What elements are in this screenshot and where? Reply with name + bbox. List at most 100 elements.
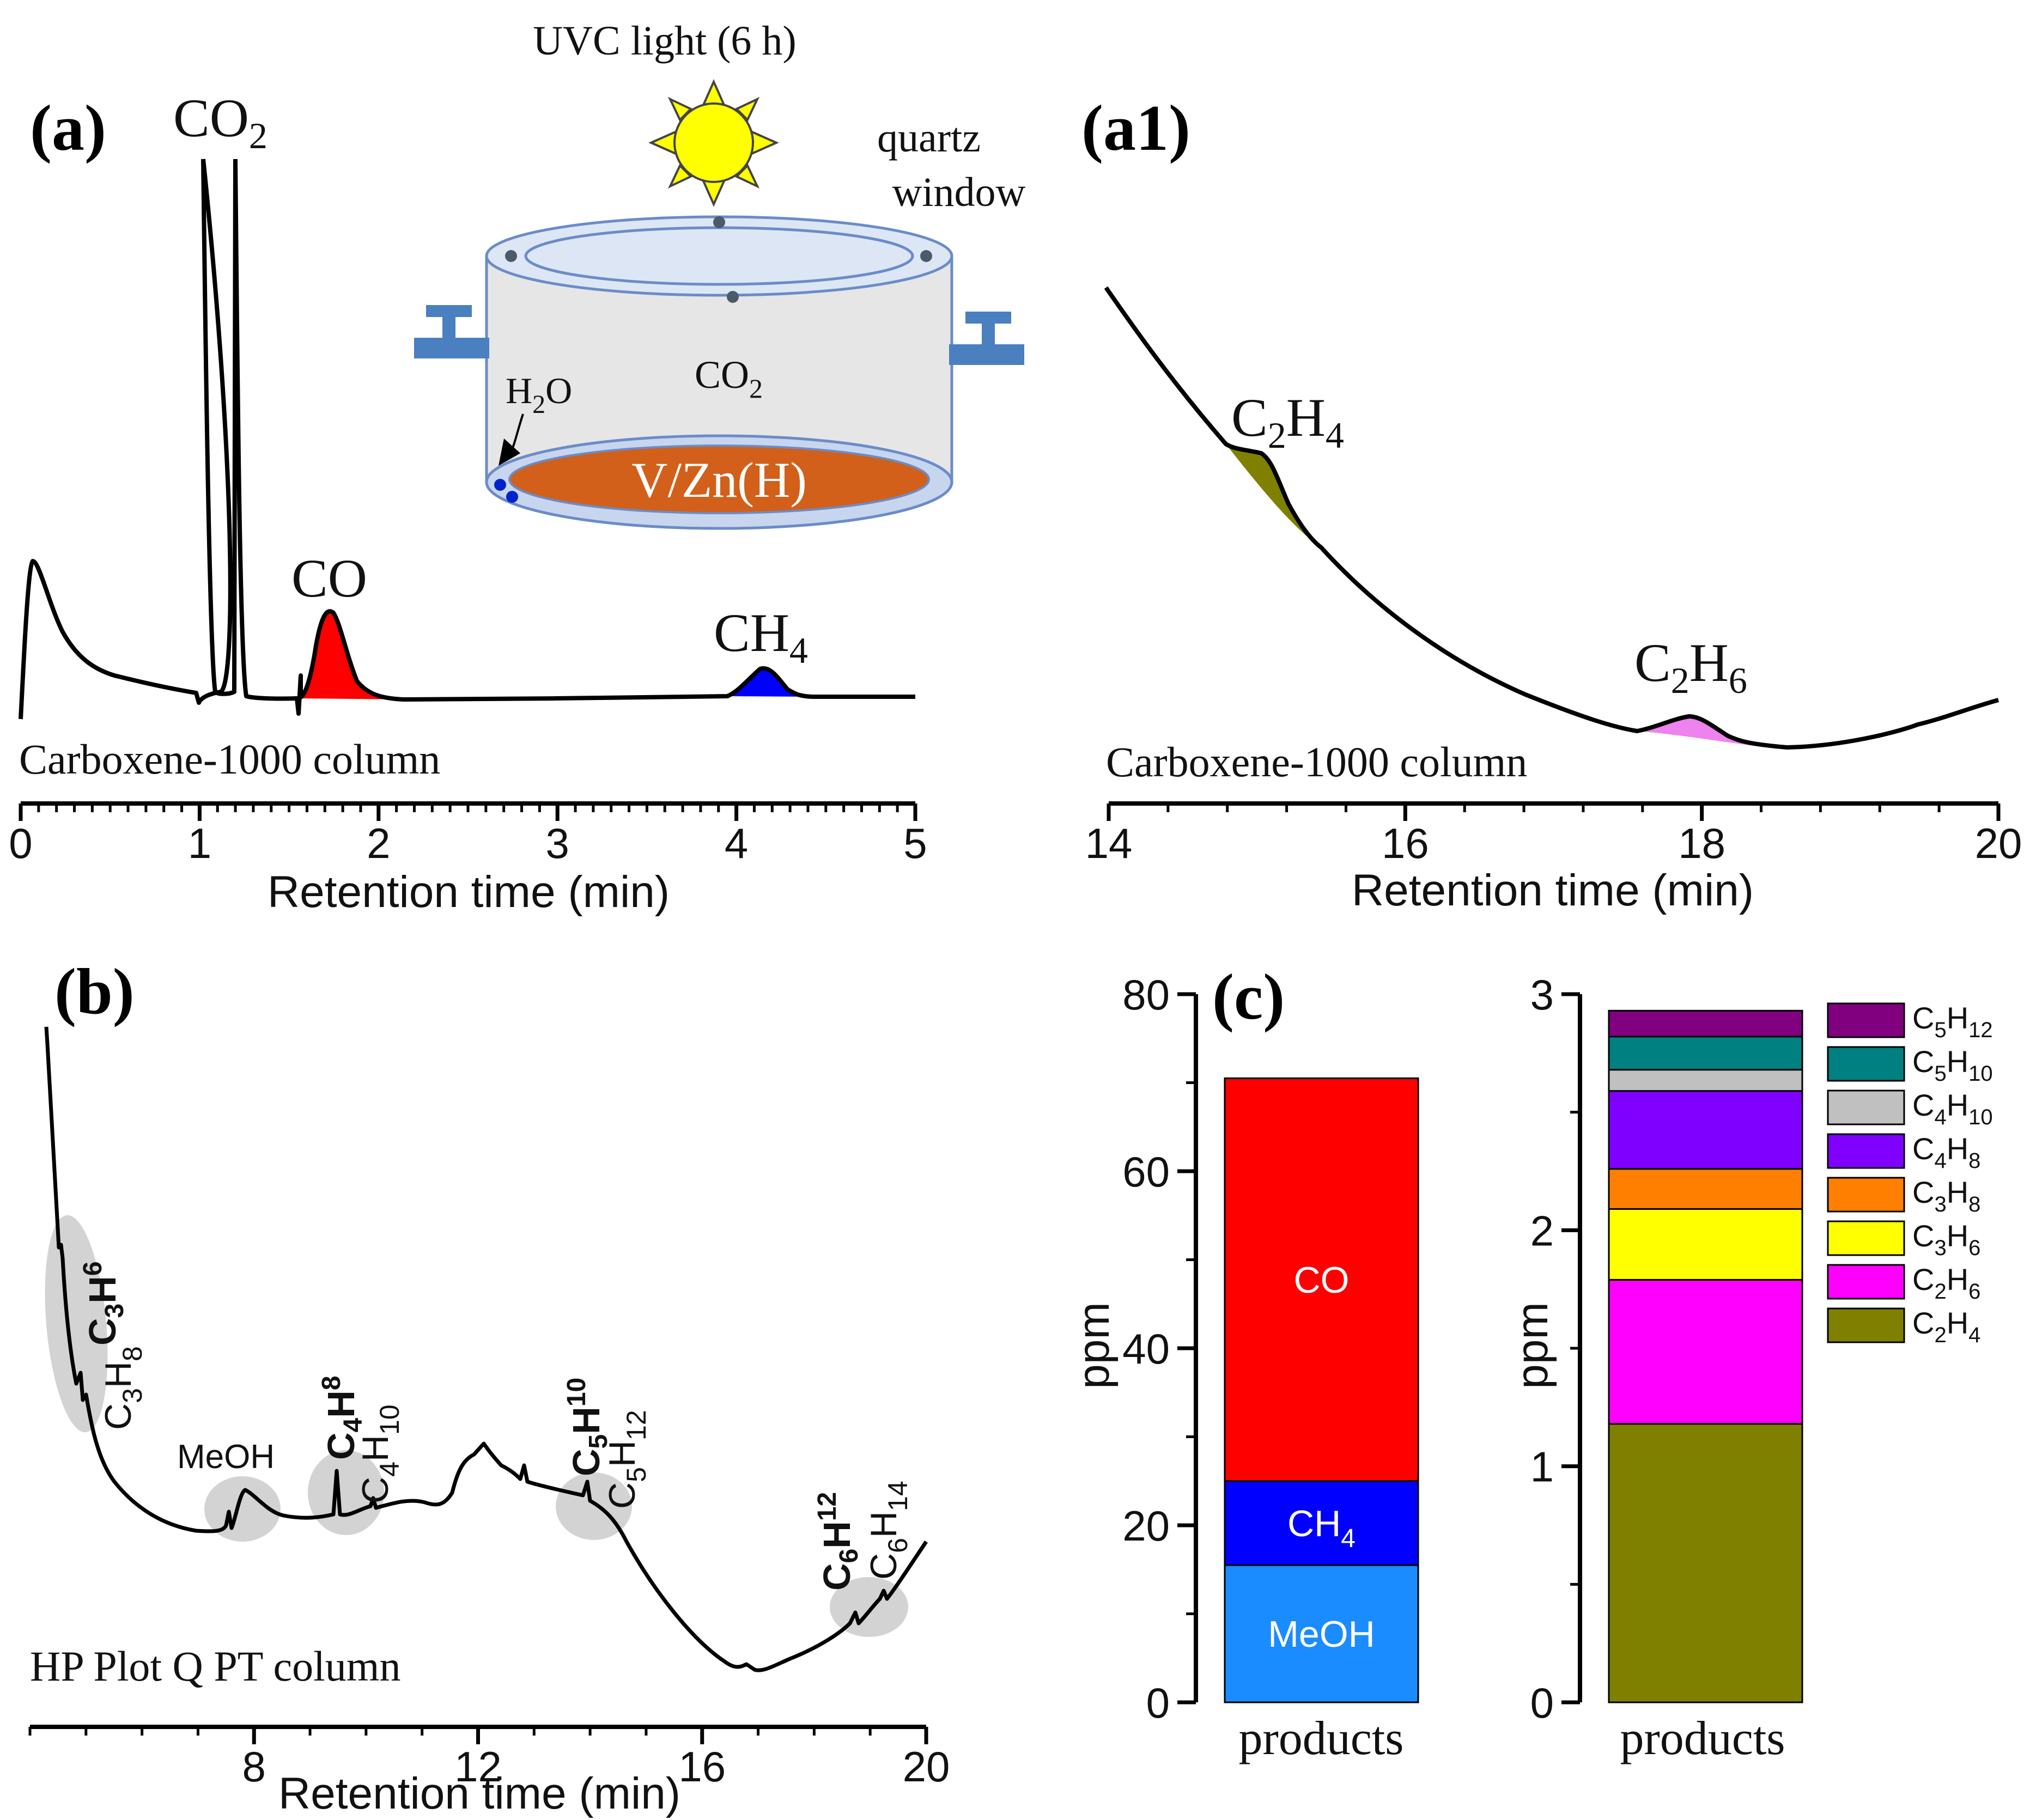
bolt xyxy=(920,250,932,262)
panel-a1-label: (a1) xyxy=(1081,92,1190,164)
peak-label-c5h10: C5H10 xyxy=(562,1378,613,1476)
bar-segment-c4h8 xyxy=(1608,1090,1803,1170)
catalyst-disc xyxy=(508,445,930,514)
y-tick-label: 40 xyxy=(1122,1325,1170,1373)
legend-swatch-c2h4 xyxy=(1827,1307,1905,1343)
highlight-c3 xyxy=(45,1215,108,1433)
panel-a: (a) CO2 CO CH4 Carboxene-1000 column 0 1 2… xyxy=(9,18,1025,917)
x-axis-title-b: Retention time (min) xyxy=(278,1769,680,1818)
bolt xyxy=(727,291,739,303)
panel-a1: (a1) C2H4 C2H6 Carboxene-1000 column 14 1… xyxy=(1081,92,2022,915)
y-tick-label: 60 xyxy=(1122,1148,1170,1196)
peak-label-c3h8: C3H8 xyxy=(98,1346,148,1430)
peak-label-c4h8: C4H8 xyxy=(317,1375,368,1460)
x-tick-label: 16 xyxy=(678,1743,726,1791)
peak-label-c5h12: C5H12 xyxy=(601,1410,652,1509)
chromatogram-a1 xyxy=(1104,286,1999,750)
panel-b-label: (b) xyxy=(54,955,135,1027)
peak-label-c2h6: C2H6 xyxy=(1634,632,1747,701)
legend-swatch-c4h8 xyxy=(1827,1133,1905,1169)
co-peak-fill xyxy=(297,611,403,699)
quartz-label: quartz xyxy=(877,115,981,161)
bar-segment-c5h12 xyxy=(1608,1009,1803,1038)
column-label-b: HP Plot Q PT column xyxy=(30,1642,400,1690)
h2o-label: H2O xyxy=(506,370,572,419)
x-axis-title-c-right: products xyxy=(1620,1712,1785,1765)
y-tick-label: 80 xyxy=(1122,971,1170,1019)
h2o-arrow-head xyxy=(499,439,520,466)
bar-label-co: CO xyxy=(1294,1259,1350,1301)
y-axis-title-c-left: ppm xyxy=(1069,1302,1119,1389)
chromatogram-b xyxy=(44,1026,928,1672)
bolt xyxy=(505,250,517,262)
water-droplet xyxy=(494,479,506,491)
x-axis-title-c-left: products xyxy=(1238,1712,1403,1765)
co2-inset-label: CO2 xyxy=(695,353,763,404)
y-tick-label: 0 xyxy=(1146,1679,1170,1727)
bolt xyxy=(713,216,725,228)
x-axis-title-a: Retention time (min) xyxy=(268,867,670,917)
legend-label-c3h6: C3H6 xyxy=(1912,1219,1980,1260)
catalyst-label: V/Zn(H) xyxy=(631,452,807,508)
legend-swatch-c3h6 xyxy=(1827,1220,1905,1256)
peak-label-co2: CO2 xyxy=(173,88,268,156)
panel-b: (b) C3H6 C3H8 MeOH C4H8 C4H10 C5H10 C5H1… xyxy=(28,955,950,1818)
legend-label-c2h6: C2H6 xyxy=(1912,1262,1980,1304)
panel-c: (c) MeOH CH4 CO 0 20 40 60 80 ppm products 0 1 2… xyxy=(1069,960,1993,1765)
legend-label-c3h8: C3H8 xyxy=(1912,1175,1980,1216)
bar-segment-meoh xyxy=(1224,1564,1419,1703)
x-tick-label: 1 xyxy=(188,819,211,867)
column-label-a: Carboxene-1000 column xyxy=(19,735,440,783)
bar-label-meoh: MeOH xyxy=(1268,1614,1375,1655)
peak-label-c2h4: C2H4 xyxy=(1231,387,1344,456)
x-axis-a1: 14 16 18 20 xyxy=(1085,801,2022,867)
x-tick-label: 18 xyxy=(1678,819,1725,867)
peak-label-c6h12: C6H12 xyxy=(813,1492,864,1591)
bar-segment-c2h4 xyxy=(1608,1423,1803,1703)
column-label-a1: Carboxene-1000 column xyxy=(1106,738,1527,786)
legend-label-c5h12: C5H12 xyxy=(1912,1001,1993,1042)
y-tick-label: 3 xyxy=(1530,971,1554,1019)
stacked-bar-right xyxy=(1608,1009,1803,1703)
x-tick-label: 20 xyxy=(1975,819,2022,867)
y-axis-c-right: 0 1 2 3 xyxy=(1530,971,1582,1727)
x-axis-a: 0 1 2 3 4 5 xyxy=(9,801,927,867)
legend-swatch-c5h10 xyxy=(1827,1046,1905,1082)
peak-label-meoh: MeOH xyxy=(177,1438,275,1476)
y-tick-label: 0 xyxy=(1530,1679,1554,1727)
legend-swatch-c2h6 xyxy=(1827,1264,1905,1300)
bar-label-ch4: CH4 xyxy=(1287,1503,1356,1553)
x-tick-label: 12 xyxy=(454,1743,502,1791)
peak-label-c3h6: C3H6 xyxy=(78,1261,129,1346)
x-tick-label: 5 xyxy=(903,819,927,867)
x-tick-label: 0 xyxy=(9,819,32,867)
legend-label-c5h10: C5H10 xyxy=(1912,1044,1993,1086)
x-tick-label: 8 xyxy=(242,1743,266,1791)
bar-segment-c5h10 xyxy=(1608,1036,1803,1071)
x-tick-label: 2 xyxy=(367,819,390,867)
highlight-c5 xyxy=(556,1472,632,1540)
uvc-light-label: UVC light (6 h) xyxy=(533,18,796,64)
y-tick-label: 2 xyxy=(1530,1207,1554,1255)
bar-segment-c3h8 xyxy=(1608,1168,1803,1210)
x-tick-label: 3 xyxy=(546,819,569,867)
ch4-peak-fill xyxy=(727,668,812,697)
right-valve xyxy=(949,312,1024,365)
bar-segment-c3h6 xyxy=(1608,1208,1803,1281)
stacked-bar-left: MeOH CH4 CO xyxy=(1224,1077,1419,1703)
panel-a-label: (a) xyxy=(30,92,106,164)
quartz-window xyxy=(524,226,914,286)
x-axis-title-a1: Retention time (min) xyxy=(1352,866,1754,915)
legend-swatch-c5h12 xyxy=(1827,1002,1905,1038)
reactor-inset: UVC light (6 h) quartz window xyxy=(414,18,1026,530)
y-axis-title-c-right: ppm xyxy=(1508,1302,1557,1389)
y-axis-c-left: 0 20 40 60 80 xyxy=(1122,971,1198,1727)
peak-label-ch4: CH4 xyxy=(714,602,808,671)
bar-segment-c4h10 xyxy=(1608,1069,1803,1092)
panel-c-label: (c) xyxy=(1212,960,1285,1033)
left-valve xyxy=(414,305,489,358)
x-tick-label: 16 xyxy=(1382,819,1429,867)
peak-label-c4h10: C4H10 xyxy=(355,1404,405,1504)
